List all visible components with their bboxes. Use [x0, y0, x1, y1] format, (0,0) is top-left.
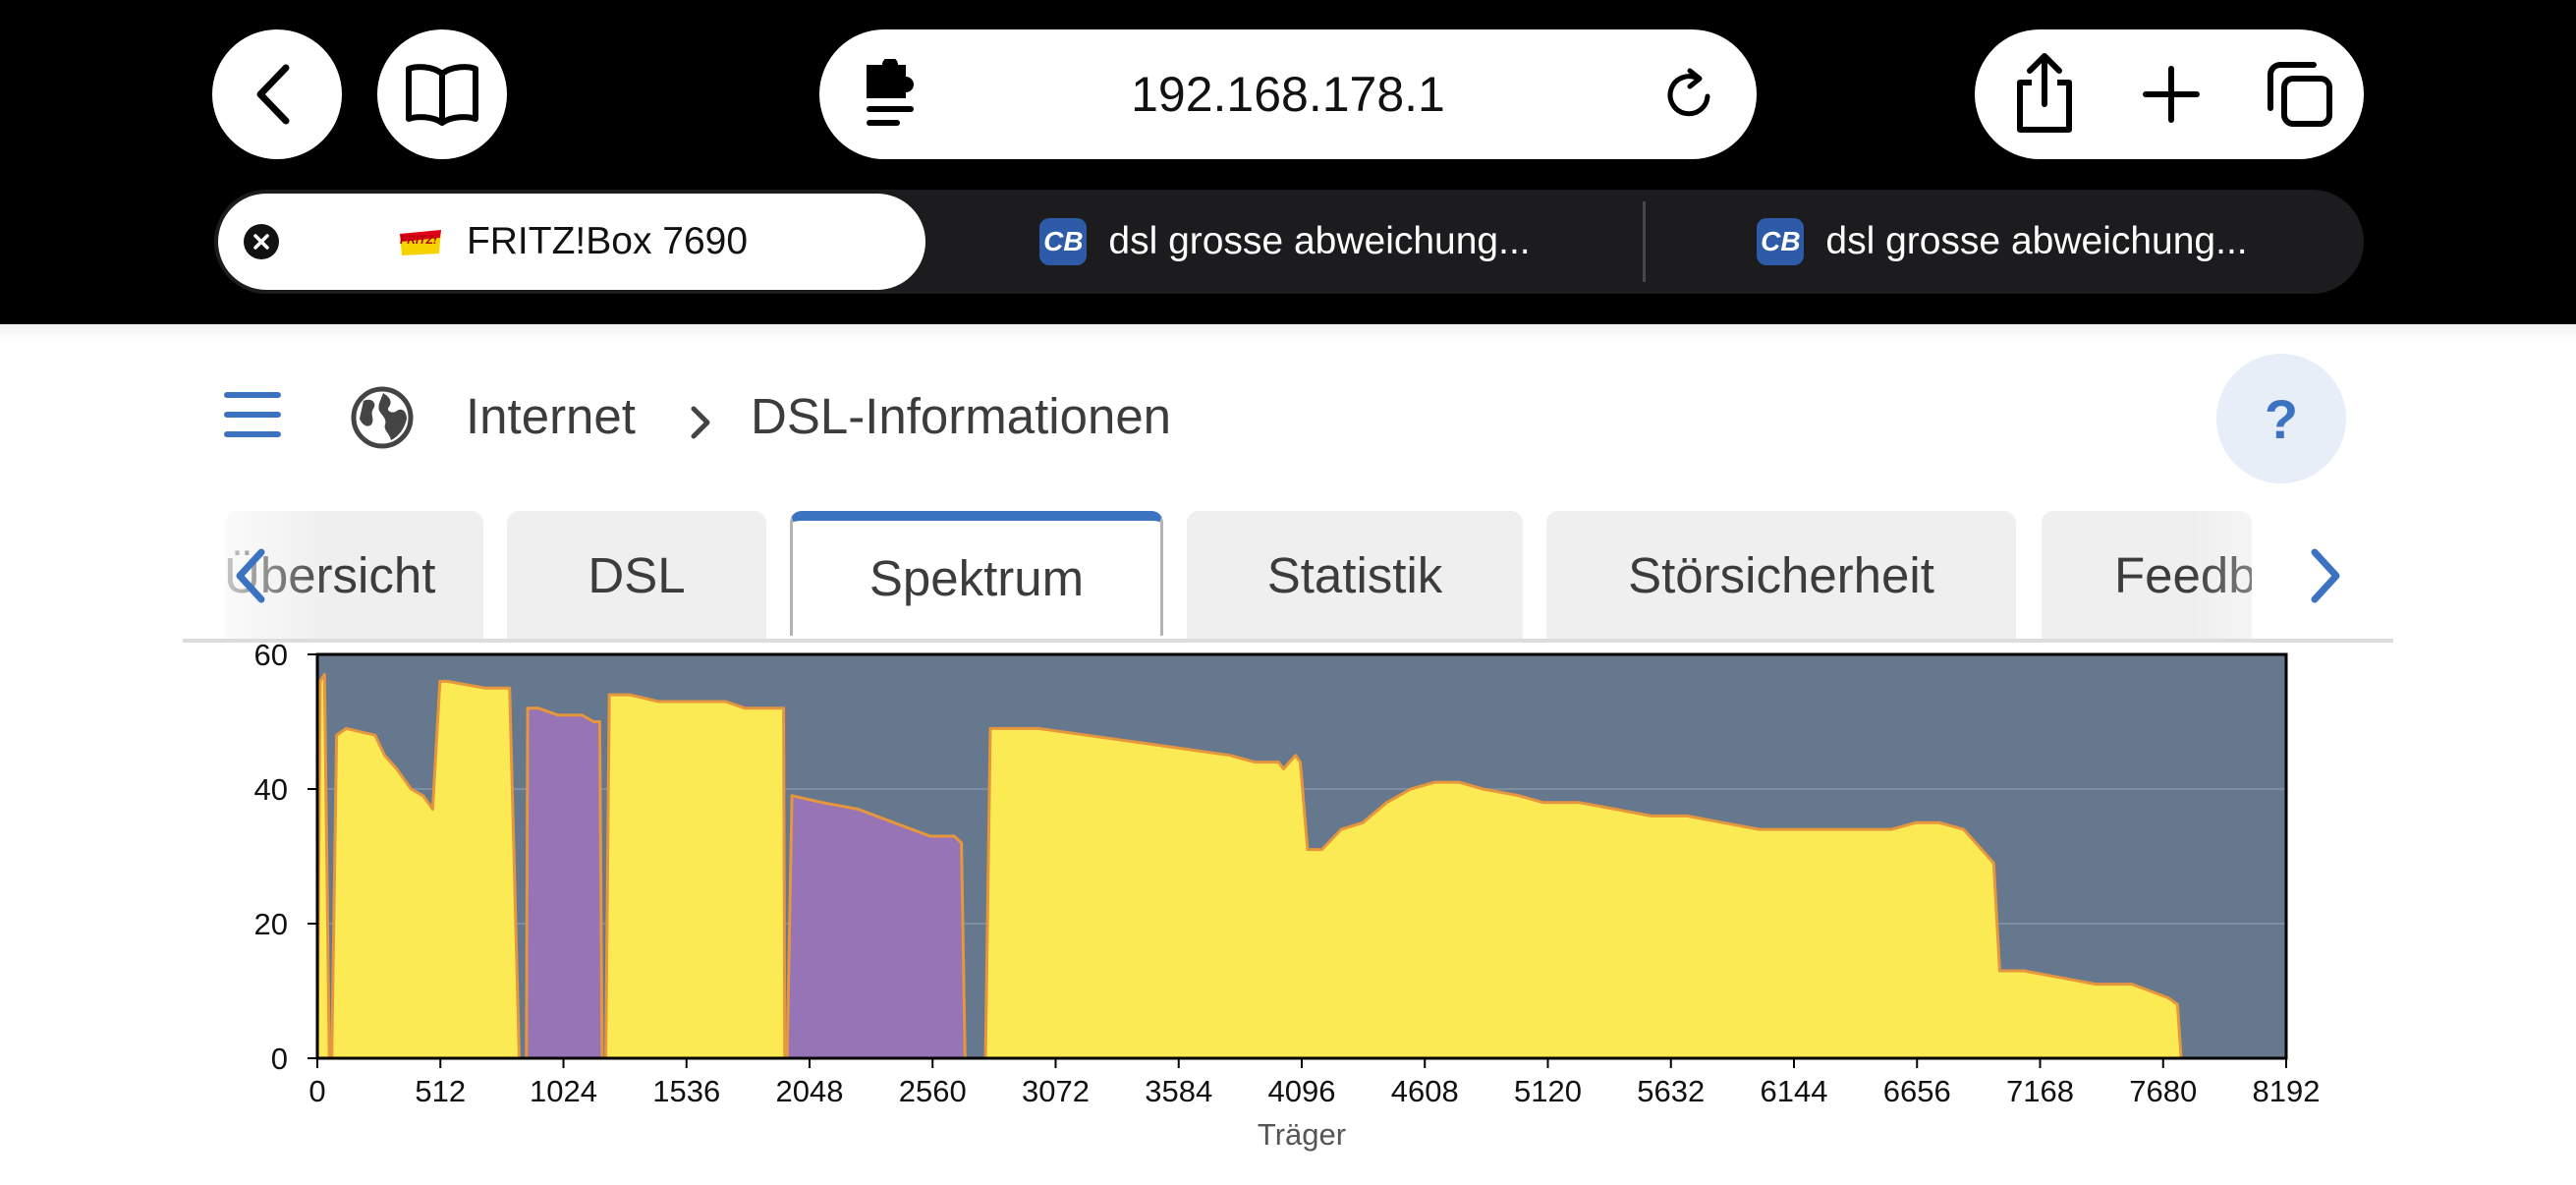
x-tick-label: 4096 — [1268, 1074, 1336, 1108]
page-tabs: Übersicht DSL Spektrum Statistik Störsic… — [0, 511, 2576, 641]
y-tick-label: 60 — [254, 638, 288, 672]
page-title: DSL-Informationen — [751, 388, 1172, 444]
x-tick-label: 8192 — [2253, 1074, 2321, 1108]
book-icon — [406, 64, 478, 126]
help-button[interactable]: ? — [2216, 354, 2346, 483]
reload-icon[interactable] — [1660, 67, 1717, 124]
back-button[interactable] — [212, 29, 342, 159]
x-axis-label: Träger — [1258, 1117, 1346, 1152]
tab-title: dsl grosse abweichung... — [1108, 220, 1531, 262]
tab-stoersicherheit[interactable]: Störsicherheit — [1546, 511, 2016, 639]
extension-puzzle-icon — [867, 59, 914, 126]
reader-button[interactable] — [377, 29, 507, 159]
x-tick-label: 5632 — [1637, 1074, 1705, 1108]
fritz-favicon: FRITZ! — [396, 224, 445, 259]
x-tick-label: 6144 — [1761, 1074, 1828, 1108]
tab-strip: FRITZ! FRITZ!Box 7690 CB dsl grosse abwe… — [214, 190, 2364, 294]
menu-icon[interactable] — [224, 391, 281, 438]
y-tick-label: 40 — [254, 772, 288, 807]
x-tick-label: 0 — [308, 1074, 325, 1108]
x-tick-label: 2560 — [899, 1074, 967, 1108]
browser-tab-search-1[interactable]: CB dsl grosse abweichung... — [951, 190, 1619, 294]
tab-title: dsl grosse abweichung... — [1825, 220, 2248, 262]
x-tick-label: 2048 — [776, 1074, 844, 1108]
plus-icon[interactable] — [2142, 65, 2201, 124]
cb-favicon: CB — [1039, 218, 1088, 265]
tab-title: FRITZ!Box 7690 — [466, 220, 749, 262]
breadcrumb-internet[interactable]: Internet — [466, 388, 636, 444]
y-tick-label: 20 — [254, 907, 288, 941]
x-tick-label: 3584 — [1145, 1074, 1212, 1108]
cb-favicon: CB — [1757, 218, 1805, 265]
x-tick-label: 6656 — [1883, 1074, 1951, 1108]
tabs-scroll-right-icon[interactable] — [2305, 546, 2344, 605]
globe-icon — [351, 386, 414, 449]
tab-divider — [1643, 201, 1646, 282]
x-tick-label: 7168 — [2006, 1074, 2074, 1108]
browser-tab-fritzbox[interactable]: FRITZ! FRITZ!Box 7690 — [218, 194, 925, 290]
downstream-area — [604, 693, 787, 1060]
close-tab-icon[interactable] — [244, 224, 279, 259]
tab-spektrum[interactable]: Spektrum — [790, 511, 1163, 636]
tabs-fade-left — [183, 511, 330, 639]
tabs-baseline — [183, 639, 2393, 643]
tabs-overview-icon[interactable] — [2265, 59, 2335, 130]
x-tick-label: 7680 — [2129, 1074, 2197, 1108]
url-text: 192.168.178.1 — [1131, 67, 1445, 122]
downstream-area — [983, 726, 2183, 1060]
x-tick-label: 3072 — [1022, 1074, 1090, 1108]
y-tick-label: 0 — [271, 1042, 288, 1076]
chevron-left-icon — [256, 64, 290, 125]
header-shadow — [0, 324, 2576, 342]
browser-chrome: 192.168.178.1 FRITZ! FRITZ!Box 7690 CB d… — [0, 0, 2576, 324]
x-tick-label: 1024 — [530, 1074, 597, 1108]
toolbar-pill — [1975, 29, 2364, 159]
x-tick-label: 1536 — [652, 1074, 720, 1108]
x-tick-label: 512 — [415, 1074, 466, 1108]
x-tick-label: 5120 — [1514, 1074, 1582, 1108]
tab-statistik[interactable]: Statistik — [1187, 511, 1523, 639]
address-bar[interactable]: 192.168.178.1 — [819, 29, 1757, 159]
tab-dsl[interactable]: DSL — [507, 511, 766, 639]
upstream-area — [785, 794, 967, 1060]
upstream-area — [525, 706, 604, 1060]
chevron-right-icon — [691, 406, 710, 439]
share-icon[interactable] — [2010, 51, 2079, 136]
app-header: Internet DSL-Informationen — [0, 324, 2576, 511]
downstream-area — [330, 679, 521, 1060]
tabs-scroll-left-icon[interactable] — [232, 546, 271, 605]
x-tick-label: 4608 — [1391, 1074, 1459, 1108]
browser-tab-search-2[interactable]: CB dsl grosse abweichung... — [1668, 190, 2336, 294]
